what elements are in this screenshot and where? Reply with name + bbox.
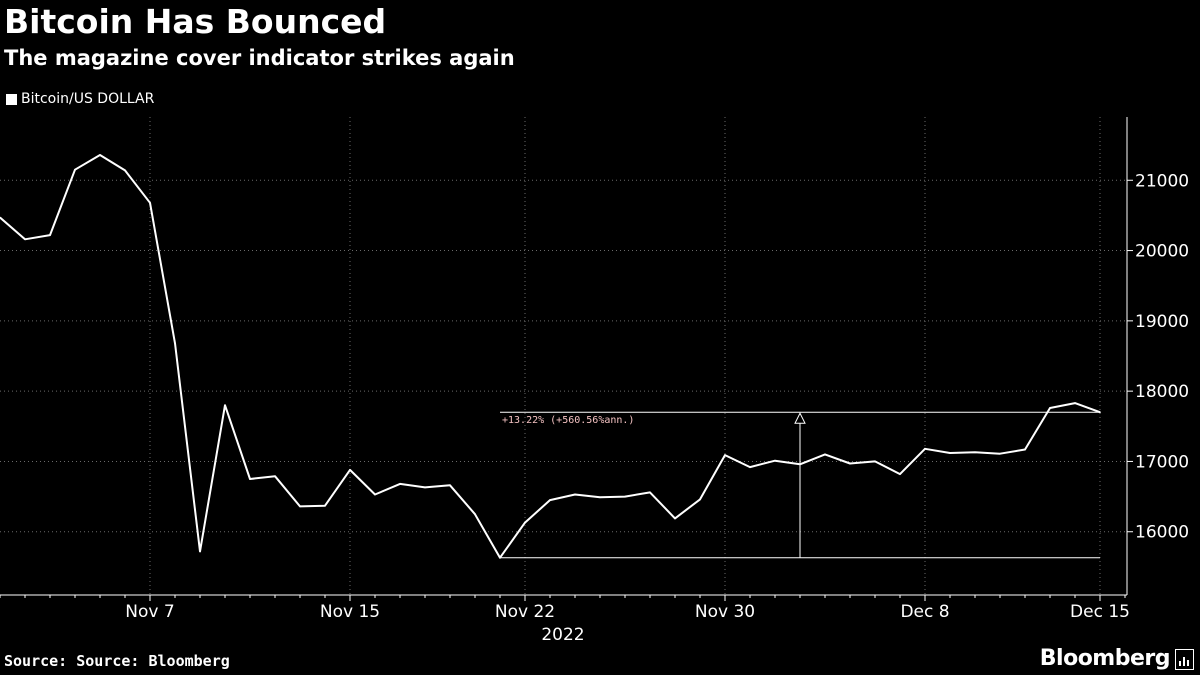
data-point bbox=[949, 452, 951, 454]
y-tick-label: 18000 bbox=[1135, 382, 1189, 402]
data-point bbox=[1024, 448, 1026, 451]
legend-swatch bbox=[6, 93, 17, 105]
y-tick-label: 21000 bbox=[1135, 171, 1189, 191]
annotation-arrow-head bbox=[794, 412, 806, 424]
x-tick-label: Dec 8 bbox=[900, 602, 949, 622]
data-point bbox=[599, 496, 601, 499]
x-tick-label: Nov 30 bbox=[695, 602, 755, 622]
data-point bbox=[549, 499, 551, 501]
data-point bbox=[999, 452, 1001, 455]
x-year-label: 2022 bbox=[541, 625, 584, 645]
data-point bbox=[0, 216, 1, 219]
data-point bbox=[749, 466, 751, 468]
data-point bbox=[49, 234, 51, 236]
data-point bbox=[199, 550, 201, 553]
brand-logo: Bloomberg bbox=[1039, 646, 1171, 671]
data-point bbox=[774, 459, 776, 462]
data-point bbox=[799, 463, 801, 466]
data-point bbox=[124, 169, 126, 172]
data-point bbox=[149, 202, 151, 204]
data-point bbox=[249, 478, 251, 480]
series-line bbox=[0, 154, 1101, 559]
data-point bbox=[1099, 411, 1101, 414]
data-point bbox=[299, 505, 301, 508]
x-tick-label: Nov 22 bbox=[495, 602, 555, 622]
chart-subtitle: The magazine cover indicator strikes aga… bbox=[4, 46, 515, 70]
data-point bbox=[349, 469, 351, 471]
data-point bbox=[574, 493, 576, 496]
bloomberg-chart-icon bbox=[1175, 649, 1194, 670]
x-tick-label: Dec 15 bbox=[1070, 602, 1130, 622]
data-point bbox=[924, 448, 926, 450]
data-point bbox=[399, 483, 401, 485]
data-point bbox=[449, 484, 451, 487]
data-point bbox=[899, 473, 901, 475]
data-point bbox=[174, 342, 176, 345]
x-tick-label: Nov 7 bbox=[125, 602, 174, 622]
data-point bbox=[824, 453, 826, 456]
data-point bbox=[524, 521, 526, 524]
data-point bbox=[274, 475, 276, 478]
y-tick-label: 16000 bbox=[1135, 523, 1189, 543]
data-point bbox=[324, 504, 326, 507]
data-point bbox=[674, 517, 676, 520]
data-point bbox=[224, 404, 226, 407]
legend: Bitcoin/US DOLLAR bbox=[6, 91, 154, 107]
data-point bbox=[874, 460, 876, 463]
legend-label: Bitcoin/US DOLLAR bbox=[21, 91, 155, 107]
data-point bbox=[849, 462, 851, 465]
y-tick-label: 20000 bbox=[1135, 242, 1189, 262]
x-tick-label: Nov 15 bbox=[320, 602, 380, 622]
data-point bbox=[99, 154, 101, 156]
y-tick-label: 19000 bbox=[1135, 312, 1189, 332]
chart-title: Bitcoin Has Bounced bbox=[4, 2, 387, 41]
data-point bbox=[24, 238, 26, 241]
annotation-label: +13.22% (+560.56%ann.) bbox=[502, 415, 634, 426]
data-point bbox=[699, 498, 701, 501]
data-point bbox=[499, 556, 501, 559]
data-point bbox=[424, 486, 426, 489]
data-point bbox=[649, 491, 651, 494]
data-point bbox=[974, 451, 976, 454]
source-note: Source: Source: Bloomberg bbox=[4, 652, 230, 670]
data-point bbox=[1074, 402, 1076, 404]
data-point bbox=[724, 454, 726, 456]
data-point bbox=[474, 513, 476, 515]
y-tick-label: 17000 bbox=[1135, 452, 1189, 472]
data-point bbox=[1049, 407, 1051, 409]
data-point bbox=[374, 493, 376, 496]
data-point bbox=[624, 495, 626, 498]
data-point bbox=[74, 168, 76, 171]
